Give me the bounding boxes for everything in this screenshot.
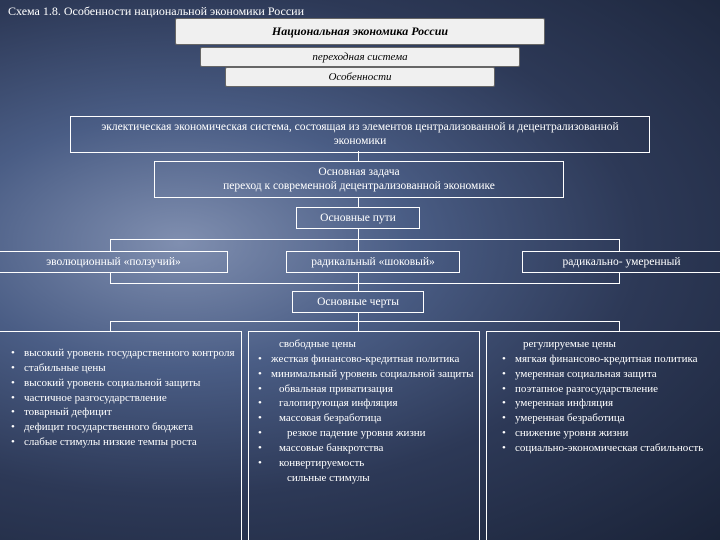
connector [110, 321, 620, 322]
list-item: мягкая финансово-кредитная политика [515, 352, 716, 367]
box-path3: радикально- умеренный [522, 251, 720, 273]
connector [358, 197, 359, 207]
box-path2: радикальный «шоковый» [286, 251, 460, 273]
connector [358, 239, 359, 251]
list-item: обвальная приватизация [271, 382, 475, 397]
box-task: Основная задача переход к современной де… [154, 161, 564, 198]
list-item: жесткая финансово-кредитная политика [271, 352, 475, 367]
connector [110, 273, 111, 283]
list-item: снижение уровня жизни [515, 426, 716, 441]
col2-list: свободные ценыжесткая финансово-кредитна… [257, 337, 475, 485]
header-l1: Национальная экономика России [175, 18, 545, 45]
box-path1: эволюционный «ползучий» [0, 251, 228, 273]
header-l3: Особенности [225, 67, 495, 87]
col3: регулируемые ценымягкая финансово-кредит… [486, 331, 720, 540]
list-item: массовые банкротства [271, 441, 475, 456]
list-item: поэтапное разгосударствление [515, 382, 716, 397]
list-item: массовая безработица [271, 411, 475, 426]
list-item: минимальный уровень социальной защиты [271, 367, 475, 382]
list-item: слабые стимулы низкие темпы роста [24, 435, 237, 450]
connector [358, 273, 359, 283]
box-traits: Основные черты [292, 291, 424, 313]
list-item: дефицит государственного бюджета [24, 420, 237, 435]
list-item: высокий уровень социальной защиты [24, 376, 237, 391]
list-item: стабильные цены [24, 361, 237, 376]
list-item: умеренная социальная защита [515, 367, 716, 382]
list-item: умеренная инфляция [515, 396, 716, 411]
list-item: социально-экономическая стабильность [515, 441, 716, 456]
box-system: эклектическая экономическая система, сос… [70, 116, 650, 153]
col3-list: регулируемые ценымягкая финансово-кредит… [501, 337, 716, 456]
header-l2: переходная система [200, 47, 520, 67]
schema-title: Схема 1.8. Особенности национальной экон… [8, 4, 304, 19]
connector [358, 313, 359, 321]
connector [619, 273, 620, 283]
connector [619, 321, 620, 331]
col2: свободные ценыжесткая финансово-кредитна… [248, 331, 480, 540]
connector [110, 239, 111, 251]
connector [358, 229, 359, 239]
list-item: конвертируемость [271, 456, 475, 471]
header-stack: Национальная экономика России переходная… [175, 18, 545, 87]
box-paths: Основные пути [296, 207, 420, 229]
connector [110, 283, 620, 284]
list-item: свободные цены [271, 337, 475, 352]
connector [619, 239, 620, 251]
box-task-title: Основная задача [161, 165, 557, 179]
connector [110, 239, 620, 240]
connector [358, 151, 359, 161]
list-item: резкое падение уровня жизни [271, 426, 475, 441]
list-item: умеренная безработица [515, 411, 716, 426]
col1: высокий уровень государственного контрол… [0, 331, 242, 540]
connector [358, 283, 359, 291]
col1-list: высокий уровень государственного контрол… [10, 346, 237, 450]
list-item: частичное разгосударствление [24, 391, 237, 406]
list-item: регулируемые цены [515, 337, 716, 352]
list-item: товарный дефицит [24, 405, 237, 420]
list-item: галопирующая инфляция [271, 396, 475, 411]
box-task-text: переход к современной децентрализованной… [161, 179, 557, 193]
connector [358, 321, 359, 331]
list-item: высокий уровень государственного контрол… [24, 346, 237, 361]
connector [110, 321, 111, 331]
list-item: сильные стимулы [271, 471, 475, 486]
